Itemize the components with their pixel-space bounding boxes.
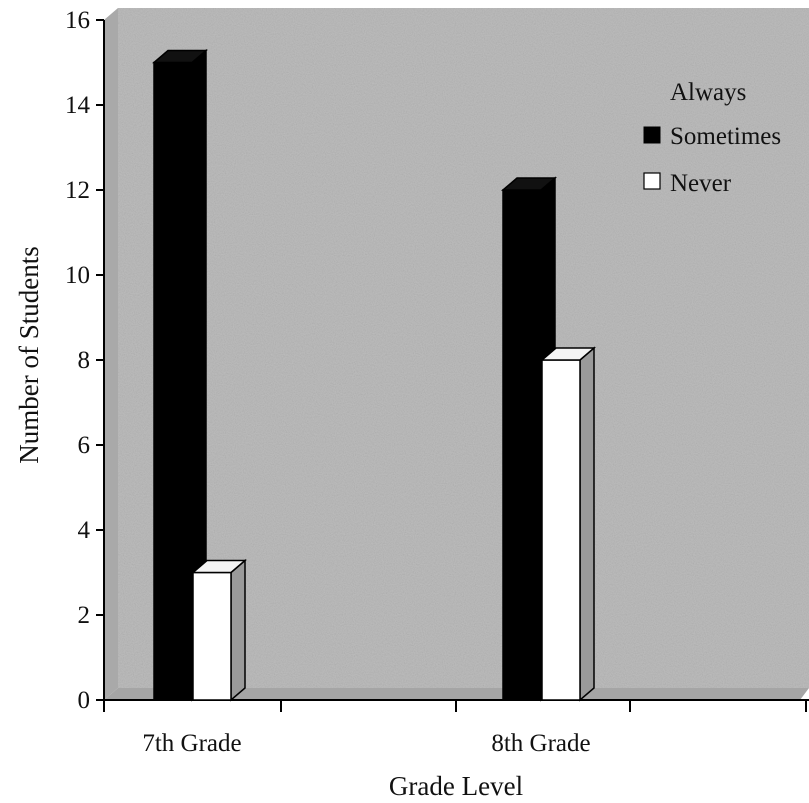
y-tick-label: 0 xyxy=(78,687,91,714)
y-tick-label: 10 xyxy=(65,262,90,289)
bar-never-0-side xyxy=(230,558,246,702)
plot-back-wall xyxy=(118,8,809,688)
bar-sometimes-1-front xyxy=(502,189,542,701)
bar-never-0 xyxy=(190,558,248,702)
plot-floor xyxy=(104,688,809,700)
y-tick-label: 14 xyxy=(65,92,91,119)
bar-sometimes-0-top xyxy=(151,49,209,64)
x-tick-label: 8th Grade xyxy=(491,730,590,757)
bar-sometimes-1-top xyxy=(500,177,558,191)
plot-left-wall xyxy=(104,8,118,700)
x-axis-title: Grade Level xyxy=(389,771,523,801)
legend-swatch-sometimes xyxy=(643,126,661,144)
y-tick-label: 2 xyxy=(78,602,91,629)
y-tick-label: 6 xyxy=(78,432,91,459)
legend-swatch-never xyxy=(643,172,661,190)
bar-never-1-front xyxy=(541,359,581,701)
bar-never-0-top xyxy=(190,559,248,574)
bar-never-1 xyxy=(539,346,597,702)
bar-never-0-front xyxy=(192,571,232,701)
y-tick-label: 8 xyxy=(78,347,91,374)
legend-label-always: Always xyxy=(670,79,746,106)
legend: Always Sometimes Never xyxy=(643,79,781,197)
bar-sometimes-0 xyxy=(151,48,209,702)
legend-label-never: Never xyxy=(670,170,732,197)
y-tick-label: 4 xyxy=(78,517,91,544)
x-tick-label: 7th Grade xyxy=(142,730,241,757)
y-tick-label: 12 xyxy=(65,177,90,204)
bar-sometimes-0-front xyxy=(153,61,193,701)
legend-label-sometimes: Sometimes xyxy=(670,123,781,150)
y-axis-title: Number of Students xyxy=(14,246,44,463)
y-tick-label: 16 xyxy=(65,7,90,34)
bar-never-1-side xyxy=(579,346,595,702)
bar-never-1-top xyxy=(539,347,597,361)
